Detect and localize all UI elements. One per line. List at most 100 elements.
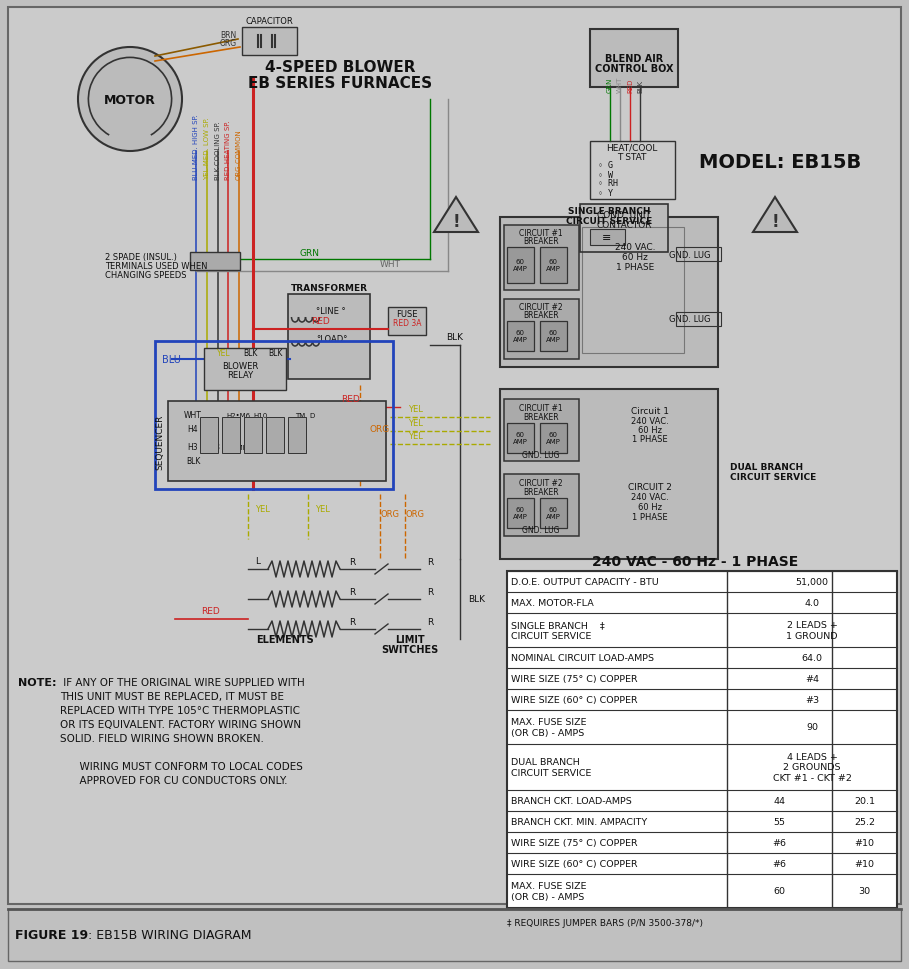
Text: T STAT: T STAT [617,152,646,161]
Text: 1 PHASE: 1 PHASE [616,264,654,272]
Text: 60
AMP: 60 AMP [513,507,527,520]
Bar [582,228,684,354]
Text: 60
AMP: 60 AMP [513,330,527,343]
Bar [504,399,579,461]
Text: H1•MB0: H1•MB0 [224,445,253,451]
Text: CHANGING SPEEDS: CHANGING SPEEDS [105,271,186,280]
Text: GND. LUG: GND. LUG [669,250,711,260]
Text: EB SERIES FURNACES: EB SERIES FURNACES [248,77,432,91]
Text: 20.1: 20.1 [854,797,875,805]
Text: BLEND AIR: BLEND AIR [604,54,664,64]
Bar [590,230,625,246]
Text: YEL-MED. LOW SP.: YEL-MED. LOW SP. [204,117,210,180]
Text: ORG: ORG [219,39,236,47]
Text: GRN: GRN [300,248,320,257]
Text: BREAKER: BREAKER [524,237,559,246]
Text: 60: 60 [774,887,785,895]
Text: MAX. FUSE SIZE
(OR CB) - AMPS: MAX. FUSE SIZE (OR CB) - AMPS [511,881,586,901]
Bar [676,313,721,327]
Text: D.O.E. OUTPUT CAPACITY - BTU: D.O.E. OUTPUT CAPACITY - BTU [511,578,659,586]
Text: #10: #10 [854,860,874,868]
Text: 60 Hz: 60 Hz [622,253,648,263]
Text: DUAL BRANCH
CIRCUIT SERVICE: DUAL BRANCH CIRCUIT SERVICE [511,758,592,777]
Text: R: R [349,588,355,597]
Text: 55: 55 [774,817,785,827]
Text: GND. LUG: GND. LUG [523,451,560,460]
Text: 64.0: 64.0 [802,653,823,663]
Bar [266,418,284,453]
Text: 60
AMP: 60 AMP [545,507,561,520]
Text: BLK: BLK [185,457,200,466]
Text: °LOAD°: °LOAD° [316,335,347,344]
Circle shape [78,47,182,152]
Bar [388,308,426,335]
Text: CONTACTOR: CONTACTOR [596,220,652,230]
Text: NOTE:: NOTE: [18,677,56,687]
Text: R: R [427,558,433,567]
Text: 60
AMP: 60 AMP [545,432,561,445]
Bar [204,349,286,391]
Text: CONTROL BOX: CONTROL BOX [594,64,674,74]
Text: WIRE SIZE (60° C) COPPER: WIRE SIZE (60° C) COPPER [511,696,637,704]
Bar [590,30,678,88]
Bar [155,342,393,489]
Text: RED: RED [201,607,219,616]
Text: BLK: BLK [468,595,485,604]
Text: ORG-COMMON: ORG-COMMON [236,129,242,180]
Bar [540,498,567,528]
Text: SEQUENCER: SEQUENCER [155,414,165,469]
Text: 240 VAC.: 240 VAC. [631,493,669,502]
Text: : EB15B WIRING DIAGRAM: : EB15B WIRING DIAGRAM [84,928,252,942]
Text: TM: TM [295,413,305,419]
Text: 60
AMP: 60 AMP [513,260,527,272]
Text: M5: M5 [207,417,219,426]
Text: RED-HEATING SP.: RED-HEATING SP. [225,120,231,180]
Bar [540,423,567,453]
Polygon shape [753,198,797,233]
Text: BLK: BLK [637,79,643,93]
Text: ◦ Y: ◦ Y [598,188,613,198]
Text: H10: H10 [253,413,267,419]
Text: HEAT/COOL: HEAT/COOL [606,143,658,152]
Text: ORG: ORG [381,510,399,519]
Text: YEL: YEL [407,419,423,428]
Text: 30: 30 [858,887,871,895]
Text: 25.2: 25.2 [854,817,875,827]
Text: CIRCUIT SERVICE: CIRCUIT SERVICE [730,473,816,482]
Text: #6: #6 [773,860,786,868]
Text: 4 LEADS +
2 GROUNDS
CKT #1 - CKT #2: 4 LEADS + 2 GROUNDS CKT #1 - CKT #2 [773,752,852,782]
Text: BLU: BLU [162,355,181,364]
Text: TERMINALS USED WHEN: TERMINALS USED WHEN [105,263,207,271]
Text: ◦ G: ◦ G [598,161,613,171]
Text: BLOWER: BLOWER [222,362,258,371]
Text: COND. UNIT: COND. UNIT [597,210,651,219]
Text: CIRCUIT #2: CIRCUIT #2 [519,303,563,312]
Text: #10: #10 [854,838,874,847]
Text: 2 LEADS +
1 GROUND: 2 LEADS + 1 GROUND [786,620,838,641]
Bar [8,909,901,961]
Text: SWITCHES: SWITCHES [382,644,439,654]
Text: FUSE: FUSE [396,310,418,319]
Text: 2 SPADE (INSUL.): 2 SPADE (INSUL.) [105,253,177,263]
Text: 240 VAC - 60 Hz - 1 PHASE: 240 VAC - 60 Hz - 1 PHASE [592,554,798,569]
Text: YEL: YEL [255,505,270,514]
Text: BLK-COOLING SP.: BLK-COOLING SP. [215,121,221,180]
Text: BLK: BLK [268,349,282,359]
Text: CIRCUIT #2: CIRCUIT #2 [519,479,563,488]
Text: R: R [427,588,433,597]
Text: BLK: BLK [446,333,464,342]
Text: RED 3A: RED 3A [393,319,421,328]
Text: BRANCH CKT. LOAD-AMPS: BRANCH CKT. LOAD-AMPS [511,797,632,805]
Text: H2•M6: H2•M6 [226,413,250,419]
Text: 1 PHASE: 1 PHASE [632,513,668,522]
Text: ELEMENTS: ELEMENTS [256,635,314,644]
Text: RELAY: RELAY [227,371,253,380]
Text: IF ANY OF THE ORIGINAL WIRE SUPPLIED WITH
THIS UNIT MUST BE REPLACED, IT MUST BE: IF ANY OF THE ORIGINAL WIRE SUPPLIED WIT… [60,677,305,785]
Text: BLK: BLK [243,349,257,359]
Bar [504,226,579,291]
Text: GRN: GRN [607,78,613,93]
Text: 60 Hz: 60 Hz [638,426,662,435]
Text: •M8: •M8 [205,443,221,452]
Text: R: R [349,618,355,627]
Text: TRANSFORMER: TRANSFORMER [291,284,367,294]
